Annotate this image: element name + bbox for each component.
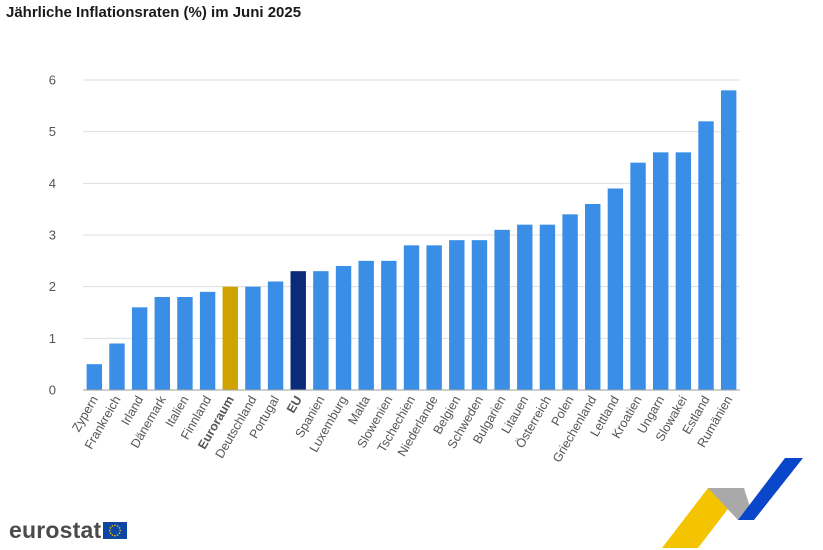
y-tick-label: 5: [49, 124, 56, 139]
bar[interactable]: [131, 307, 148, 390]
bar[interactable]: [471, 240, 488, 390]
x-tick-label: EU: [284, 394, 305, 416]
bar[interactable]: [720, 90, 737, 390]
bar[interactable]: [562, 214, 578, 390]
bar[interactable]: [381, 260, 397, 390]
bar[interactable]: [449, 240, 465, 390]
y-tick-label: 2: [49, 279, 56, 294]
bar[interactable]: [313, 271, 329, 390]
bar[interactable]: [585, 204, 601, 390]
bar[interactable]: [698, 121, 714, 390]
bar[interactable]: [86, 364, 103, 390]
bar[interactable]: [335, 266, 352, 390]
bar[interactable]: [539, 224, 556, 390]
flag-star: [111, 524, 114, 527]
bar[interactable]: [675, 152, 692, 390]
eu-flag-icon: [103, 521, 128, 539]
brand-name: eurostat: [9, 516, 102, 543]
bar[interactable]: [630, 162, 646, 390]
flag-star: [119, 526, 121, 529]
flag-star: [114, 534, 117, 536]
bar[interactable]: [607, 188, 624, 391]
bar[interactable]: [245, 286, 261, 390]
chart-title: Jährliche Inflationsraten (%) im Juni 20…: [6, 4, 302, 21]
bar[interactable]: [517, 224, 533, 390]
flag-star: [117, 533, 119, 536]
flag-star: [119, 531, 121, 534]
bar[interactable]: [290, 271, 306, 390]
bar[interactable]: [653, 152, 669, 390]
flag-star: [114, 524, 117, 526]
flag-star: [110, 526, 112, 529]
x-axis-ticks: ZypernFrankreichIrlandDänemarkItalienFin…: [69, 393, 735, 465]
eurostat-logo: eurostat: [9, 515, 128, 545]
bar[interactable]: [109, 343, 125, 391]
flag-star: [119, 529, 122, 531]
y-tick-label: 3: [49, 228, 56, 243]
bar[interactable]: [358, 260, 374, 390]
y-tick-label: 4: [49, 176, 56, 191]
bar[interactable]: [199, 291, 216, 390]
bar[interactable]: [222, 286, 238, 390]
flag-star: [111, 533, 114, 536]
y-axis-ticks: 0 1 2 3 4 5 6: [49, 73, 56, 398]
flag-star: [110, 531, 112, 534]
bars: [86, 90, 737, 391]
flag-star: [117, 524, 119, 527]
bar[interactable]: [403, 245, 420, 390]
y-tick-label: 1: [49, 331, 56, 346]
decorative-swoosh-icon: [662, 458, 803, 548]
bar[interactable]: [426, 245, 442, 390]
bar[interactable]: [267, 281, 284, 391]
bar[interactable]: [494, 229, 510, 390]
bar[interactable]: [177, 297, 193, 390]
y-tick-label: 6: [49, 73, 56, 88]
bar[interactable]: [154, 297, 170, 390]
y-tick-label: 0: [49, 383, 56, 398]
flag-star: [109, 529, 111, 531]
